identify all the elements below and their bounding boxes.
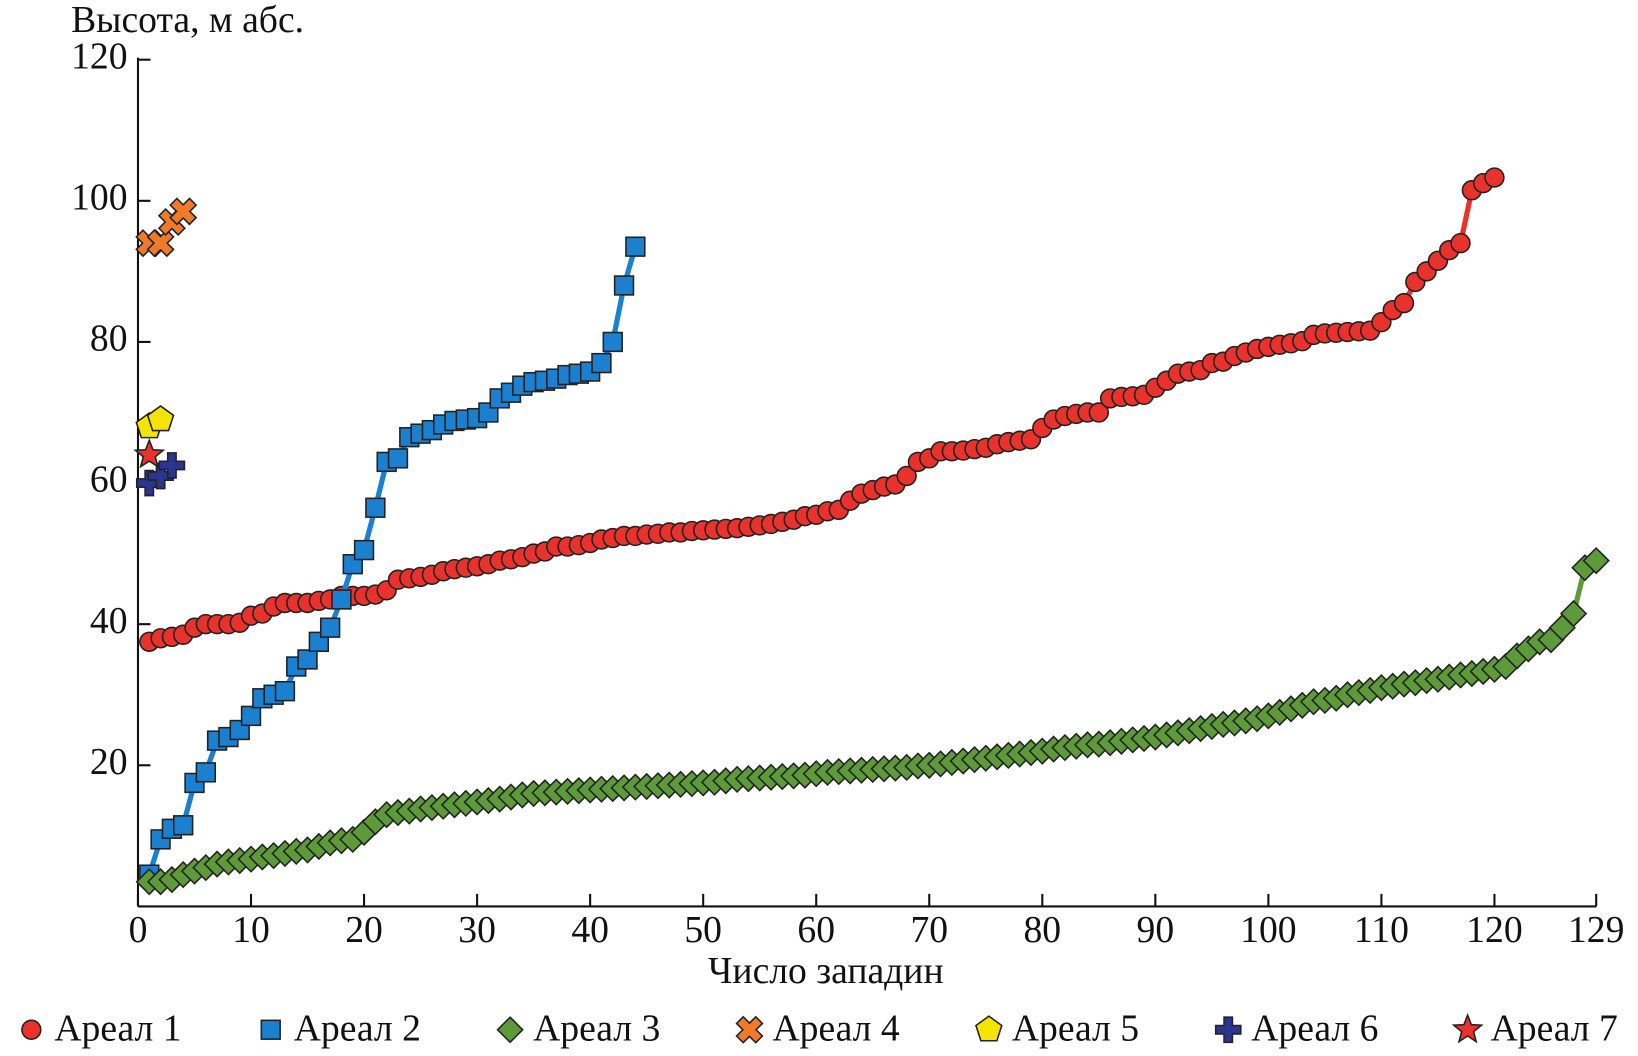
data-point-shape	[1559, 599, 1588, 628]
data-point-shape	[1582, 547, 1610, 575]
data-point	[240, 705, 262, 727]
legend-label: Ареал 7	[1491, 1007, 1618, 1049]
legend-label: Ареал 2	[294, 1007, 421, 1049]
data-point	[602, 331, 623, 353]
legend-label: Ареал 3	[533, 1007, 660, 1049]
data-point	[319, 617, 341, 638]
data-point	[146, 404, 175, 432]
x-tick-label: 70	[910, 909, 948, 951]
data-point-shape	[331, 589, 352, 610]
data-point-shape	[1484, 167, 1505, 188]
data-point-shape	[1450, 232, 1471, 254]
x-tick-label: 0	[129, 909, 148, 951]
x-tick-label: 129	[1568, 909, 1624, 951]
y-tick-label: 100	[71, 176, 127, 218]
data-point-shape	[319, 617, 341, 638]
data-point-shape	[274, 681, 296, 702]
legend-marker-shape	[260, 1019, 281, 1040]
data-point	[173, 815, 194, 836]
legend-marker	[260, 1019, 281, 1040]
x-tick-label: 50	[684, 909, 722, 951]
y-tick-label: 120	[71, 35, 127, 77]
data-point	[625, 236, 646, 257]
y-tick-label: 40	[90, 600, 128, 642]
data-point-shape	[133, 438, 166, 469]
legend-marker-shape	[1451, 1012, 1484, 1044]
data-point	[297, 649, 318, 670]
data-point-shape	[387, 448, 409, 469]
data-point	[147, 462, 174, 490]
data-point-shape	[896, 465, 917, 487]
data-point	[133, 438, 166, 469]
x-tick-label: 20	[345, 909, 383, 951]
y-tick-label: 20	[90, 741, 128, 783]
data-point	[169, 197, 198, 226]
legend-marker	[1451, 1012, 1484, 1044]
legend-label: Ареал 5	[1012, 1007, 1139, 1049]
x-tick-label: 100	[1240, 909, 1296, 951]
legend-marker-shape	[975, 1015, 1003, 1042]
data-point	[1582, 547, 1610, 575]
legend-marker	[975, 1015, 1003, 1042]
data-point	[365, 497, 386, 518]
data-point	[353, 539, 375, 561]
x-tick-label: 40	[571, 909, 609, 951]
legend-marker-shape	[735, 1015, 764, 1044]
data-point	[591, 352, 612, 374]
data-point-shape	[146, 229, 175, 258]
data-point-shape	[1088, 402, 1110, 423]
x-tick-label: 10	[232, 909, 270, 951]
data-point	[274, 681, 296, 702]
data-point-shape	[147, 462, 174, 490]
x-tick-label: 90	[1137, 909, 1175, 951]
data-point-shape	[353, 539, 375, 561]
data-point	[146, 229, 175, 258]
x-tick-label: 120	[1466, 909, 1522, 951]
legend-marker	[496, 1016, 524, 1044]
data-point-shape	[297, 649, 318, 670]
data-point-shape	[146, 404, 175, 432]
legend-marker	[735, 1015, 764, 1044]
data-point	[896, 465, 917, 487]
data-point-shape	[158, 452, 186, 479]
x-tick-label: 60	[797, 909, 835, 951]
data-point	[158, 452, 186, 479]
data-point	[1559, 599, 1588, 628]
data-point-shape	[1393, 292, 1415, 314]
x-tick-label: 110	[1354, 909, 1409, 951]
data-point	[1450, 232, 1471, 254]
data-point-shape	[173, 815, 194, 836]
data-point	[387, 448, 409, 469]
data-point-shape	[591, 352, 612, 374]
data-point-shape	[365, 497, 386, 518]
data-point	[1484, 167, 1505, 188]
data-point	[613, 275, 635, 296]
y-tick-label: 80	[90, 318, 128, 360]
data-point	[331, 589, 352, 610]
legend-marker-shape	[21, 1019, 42, 1040]
y-axis-label: Высота, м абс.	[71, 0, 304, 41]
legend-label: Ареал 4	[772, 1007, 899, 1049]
legend-label: Ареал 1	[54, 1007, 181, 1049]
legend-marker-shape	[496, 1016, 524, 1044]
legend-marker-shape	[1214, 1016, 1242, 1044]
data-point-shape	[169, 197, 198, 226]
legend-marker	[21, 1019, 42, 1040]
x-axis-label: Число западин	[708, 950, 944, 992]
legend-label: Ареал 6	[1251, 1007, 1378, 1049]
x-tick-label: 30	[458, 909, 496, 951]
data-point-shape	[240, 705, 262, 727]
data-point-shape	[613, 275, 635, 296]
y-tick-label: 60	[90, 459, 128, 501]
data-point	[1088, 402, 1110, 423]
data-point-shape	[625, 236, 646, 257]
series-line	[146, 245, 638, 876]
x-tick-label: 80	[1023, 909, 1061, 951]
data-point	[1393, 292, 1415, 314]
legend-marker	[1214, 1016, 1242, 1044]
data-point	[195, 762, 216, 783]
data-point-shape	[195, 762, 216, 783]
data-point-shape	[602, 331, 623, 353]
